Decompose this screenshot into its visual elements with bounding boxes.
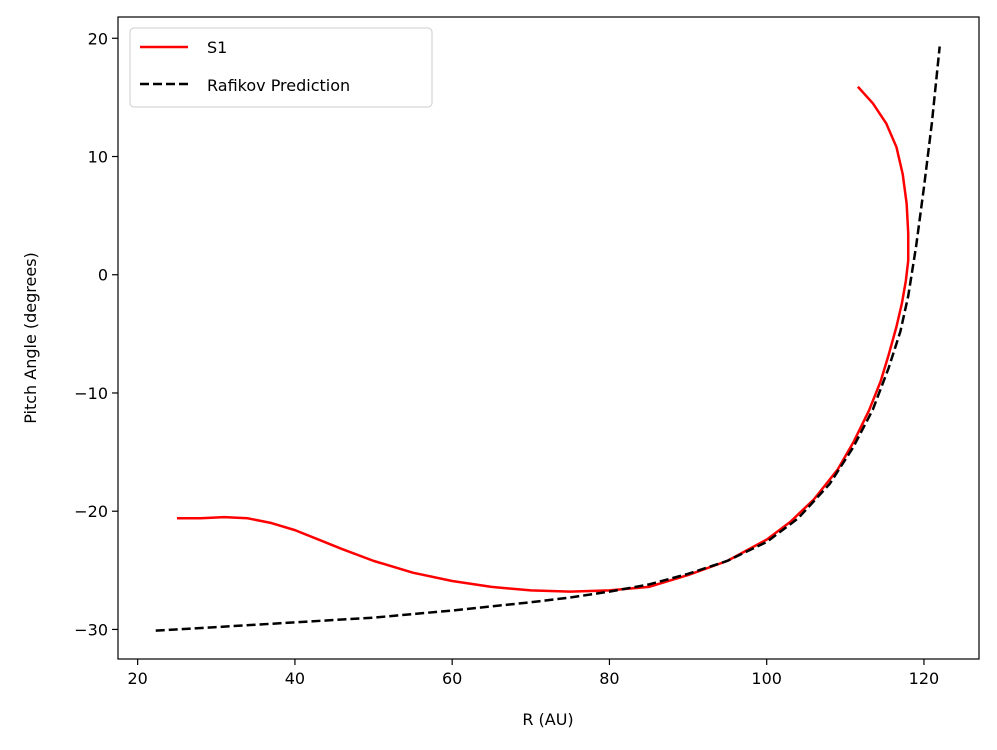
x-axis-label: R (AU): [522, 710, 573, 729]
y-tick-label: −30: [74, 620, 108, 639]
legend-frame: [129, 27, 433, 108]
x-tick-label: 40: [285, 669, 305, 688]
legend-s1-label: S1: [207, 38, 227, 57]
y-tick-label: 0: [98, 266, 108, 285]
legend-rafikov-label: Rafikov Prediction: [207, 76, 350, 95]
y-tick-label: −20: [74, 502, 108, 521]
x-tick-label: 60: [442, 669, 462, 688]
x-tick-label: 20: [127, 669, 147, 688]
y-tick-label: 10: [88, 148, 108, 167]
series-line-rafikov-prediction: [155, 46, 941, 632]
y-tick-label: −10: [74, 384, 108, 403]
x-tick-label: 120: [909, 669, 940, 688]
series-line-s1: [176, 85, 910, 593]
x-tick-label: 80: [599, 669, 619, 688]
y-axis-label: Pitch Angle (degrees): [21, 252, 40, 424]
plot-area: [155, 46, 941, 632]
axes-frame: [117, 16, 980, 660]
y-tick-label: 20: [88, 29, 108, 48]
axes: 20 40 60 80 100 120 −30 −20 −10 0 10 20: [74, 16, 980, 688]
legend: S1 Rafikov Prediction: [129, 27, 433, 108]
x-tick-label: 100: [751, 669, 782, 688]
